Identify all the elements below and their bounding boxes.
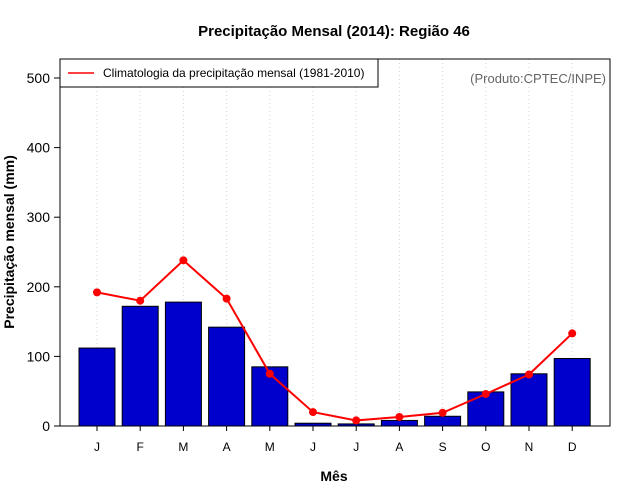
x-tick-label: A bbox=[395, 440, 403, 454]
y-axis-label: Precipitação mensal (mm) bbox=[1, 155, 17, 329]
legend-label: Climatologia da precipitação mensal (198… bbox=[103, 66, 364, 80]
y-tick-label: 400 bbox=[27, 140, 51, 156]
bar bbox=[208, 326, 246, 427]
x-tick-label: N bbox=[525, 440, 534, 454]
climatology-point bbox=[568, 329, 577, 338]
bar bbox=[121, 305, 159, 427]
legend: Climatologia da precipitação mensal (198… bbox=[59, 58, 379, 88]
x-tick-label: J bbox=[310, 440, 316, 454]
x-axis-label: Mês bbox=[320, 468, 347, 484]
climatology-point bbox=[265, 369, 274, 378]
x-tick-label: M bbox=[178, 440, 188, 454]
climatology-point bbox=[309, 408, 317, 417]
y-tick-label: 100 bbox=[27, 348, 51, 364]
climatology-point bbox=[222, 294, 231, 303]
climatology-point bbox=[179, 256, 188, 265]
bar bbox=[510, 373, 548, 427]
y-tick-label: 200 bbox=[27, 279, 51, 295]
x-tick-label: A bbox=[223, 440, 231, 454]
y-tick-label: 300 bbox=[27, 209, 51, 225]
legend-box bbox=[59, 58, 379, 88]
climatology-line bbox=[96, 259, 573, 422]
climatology-point bbox=[93, 288, 101, 297]
climatology-point bbox=[395, 412, 404, 421]
y-axis: 0 100 200 300 400 500 bbox=[27, 70, 60, 434]
x-tick-label: O bbox=[481, 440, 490, 454]
bar bbox=[78, 347, 116, 427]
credit-text: (Produto:CPTEC/INPE) bbox=[470, 71, 606, 86]
climatology-point bbox=[525, 370, 533, 379]
x-tick-label: M bbox=[265, 440, 275, 454]
bar bbox=[424, 415, 462, 427]
chart-title: Precipitação Mensal (2014): Região 46 bbox=[198, 23, 470, 40]
climatology-point bbox=[481, 389, 490, 398]
y-tick-label: 500 bbox=[27, 70, 51, 86]
x-tick-label: J bbox=[94, 440, 100, 454]
bar bbox=[553, 357, 591, 427]
climatology-point bbox=[438, 408, 447, 417]
y-tick-label: 0 bbox=[42, 418, 50, 434]
climatology-series bbox=[93, 256, 577, 425]
x-tick-label: D bbox=[568, 440, 577, 454]
bar bbox=[164, 301, 202, 427]
climatology-point bbox=[352, 416, 361, 425]
bar bbox=[380, 419, 418, 427]
bar-series bbox=[78, 301, 591, 427]
climatology-point bbox=[136, 296, 145, 305]
x-tick-label: F bbox=[137, 440, 144, 454]
x-tick-label: J bbox=[353, 440, 359, 454]
x-tick-label: S bbox=[439, 440, 447, 454]
